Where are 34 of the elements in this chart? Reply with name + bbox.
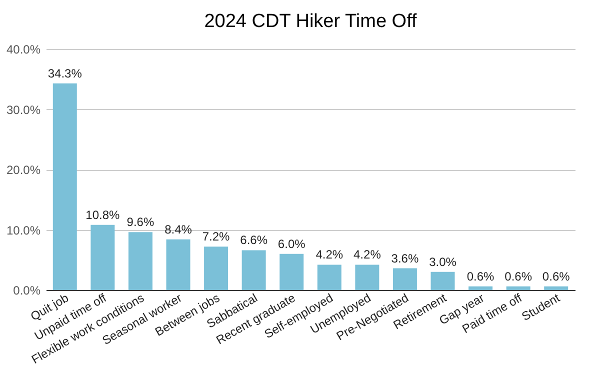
data-label: 6.0% (278, 236, 306, 251)
bar (468, 286, 493, 290)
data-label: 0.6% (542, 269, 570, 284)
data-label: 0.6% (466, 269, 495, 284)
y-tick-label: 40.0% (6, 42, 41, 56)
data-label: 4.2% (354, 248, 382, 262)
bar (506, 286, 530, 290)
bar (128, 232, 152, 290)
bar (52, 83, 77, 290)
data-label: 4.2% (316, 248, 344, 262)
bar (392, 268, 417, 290)
data-label: 7.2% (202, 230, 230, 244)
data-label: 0.6% (504, 269, 532, 284)
bar (355, 264, 380, 290)
data-label: 3.0% (429, 254, 457, 269)
bar (242, 250, 266, 290)
bar (430, 272, 455, 290)
bar (544, 286, 568, 290)
data-label: 6.6% (240, 233, 268, 248)
data-label: 10.8% (86, 208, 120, 222)
bar (166, 239, 190, 290)
bar (280, 254, 304, 290)
data-label: 8.4% (164, 222, 192, 236)
data-label: 34.3% (48, 66, 82, 80)
data-label: 3.6% (391, 251, 419, 266)
bar (204, 246, 228, 290)
y-tick-label: 0.0% (13, 284, 41, 298)
chart-title: 2024 CDT Hiker Time Off (204, 11, 418, 32)
bar (317, 264, 342, 290)
y-tick-label: 30.0% (6, 102, 41, 117)
bar (90, 224, 115, 290)
y-tick-label: 10.0% (6, 223, 41, 238)
data-label: 9.6% (126, 215, 154, 230)
y-tick-label: 20.0% (6, 163, 41, 177)
